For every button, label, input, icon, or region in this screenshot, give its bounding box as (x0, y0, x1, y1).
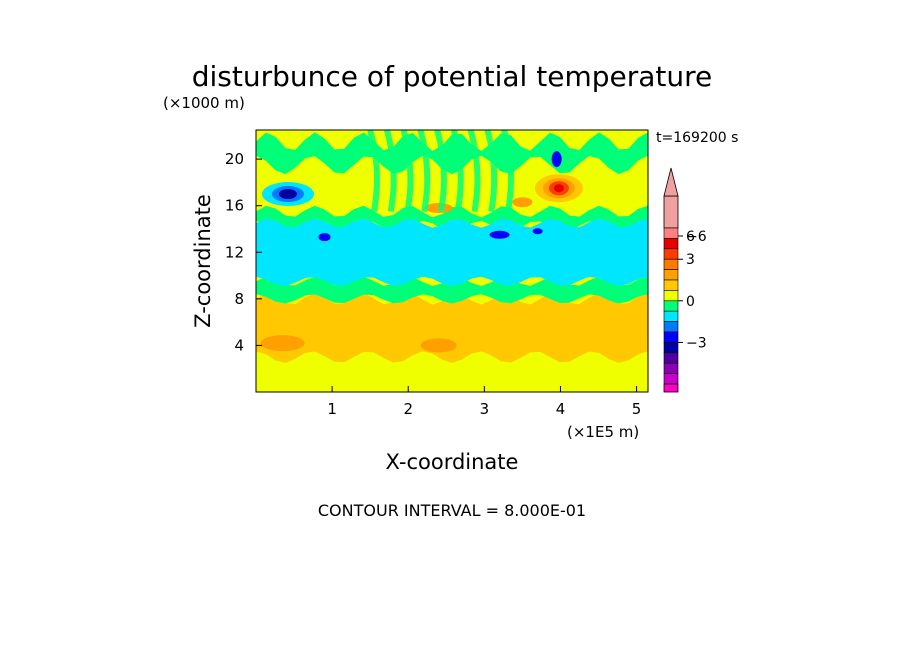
plot-area (256, 130, 648, 392)
colorbar-label: −3 (686, 335, 707, 351)
contour-interval-note: CONTOUR INTERVAL = 8.000E-01 (318, 501, 586, 520)
x-tick-label: 3 (480, 400, 490, 418)
x-tick-label: 5 (632, 400, 642, 418)
colorbar-level (663, 238, 679, 250)
colorbar-level (663, 269, 679, 281)
band-cool (256, 218, 648, 287)
colorbar-label: 0 (686, 294, 695, 310)
cold-spot-b (489, 230, 510, 239)
x-axis: 1 2 3 4 5 (327, 386, 641, 418)
colorbar-level (663, 290, 679, 302)
y-tick-label: 8 (234, 290, 244, 308)
colorbar-level (663, 362, 679, 374)
y-unit-label: (×1000 m) (163, 94, 245, 112)
band-mid-warm (256, 293, 648, 363)
cold-spot-a (318, 233, 331, 242)
plume-3 (417, 130, 431, 213)
colorbar-level (663, 331, 679, 343)
y-tick-label: 16 (225, 197, 244, 215)
warm-orange-mid (420, 338, 457, 353)
colorbar-label: 3 (686, 252, 695, 268)
colorbar-top (663, 195, 679, 229)
colorbar-label: 6 (686, 229, 695, 245)
y-axis-label: Z-coordinate (191, 194, 215, 328)
plume-4 (434, 130, 448, 213)
band-low-green (256, 276, 648, 304)
time-label: t=169200 s (656, 130, 738, 146)
colorbar-level (663, 342, 679, 354)
x-tick-label: 4 (556, 400, 566, 418)
cold-spot-c (532, 228, 543, 235)
plume-1 (384, 130, 397, 213)
colorbar-bottom (663, 383, 679, 393)
y-tick-label: 20 (225, 150, 244, 168)
plume-6 (467, 130, 481, 213)
x-tick-label: 1 (327, 400, 337, 418)
wave-plumes (367, 130, 514, 213)
colorbar-level (663, 352, 679, 364)
colorbar-level (663, 373, 679, 385)
cold-upper (551, 151, 562, 168)
y-tick-label: 12 (225, 243, 244, 261)
chart-title: disturbunce of potential temperature (192, 60, 713, 93)
warm-spot-top (512, 197, 533, 208)
band-upper-green (256, 132, 648, 175)
colorbar-level (663, 258, 679, 270)
x-tick-label: 2 (403, 400, 413, 418)
cold-left-core (278, 189, 297, 200)
plume-2 (400, 130, 414, 213)
colorbar-arrow (663, 167, 679, 197)
colorbar: 6 3 0 −3 −6 (663, 167, 707, 393)
contour-blobs (260, 151, 583, 353)
warm-orange-left (260, 335, 305, 352)
plume-0 (367, 130, 381, 213)
plume-5 (451, 130, 464, 213)
colorbar-label: −6 (686, 229, 707, 245)
y-axis: 4 8 12 16 20 (225, 150, 262, 354)
y-tick-label: 4 (234, 336, 244, 354)
contour-bands (256, 132, 648, 363)
plume-7 (484, 130, 498, 213)
colorbar-level (663, 227, 679, 239)
plot-frame (255, 129, 649, 393)
x-axis-label: X-coordinate (386, 450, 519, 474)
colorbar-level (663, 300, 679, 312)
colorbar-level (663, 248, 679, 260)
x-unit-label: (×1E5 m) (567, 423, 639, 441)
colorbar-level (663, 279, 679, 291)
plume-8 (501, 130, 514, 213)
colorbar-level (663, 310, 679, 322)
colorbar-level (663, 321, 679, 333)
warm-peak-4 (553, 184, 564, 193)
